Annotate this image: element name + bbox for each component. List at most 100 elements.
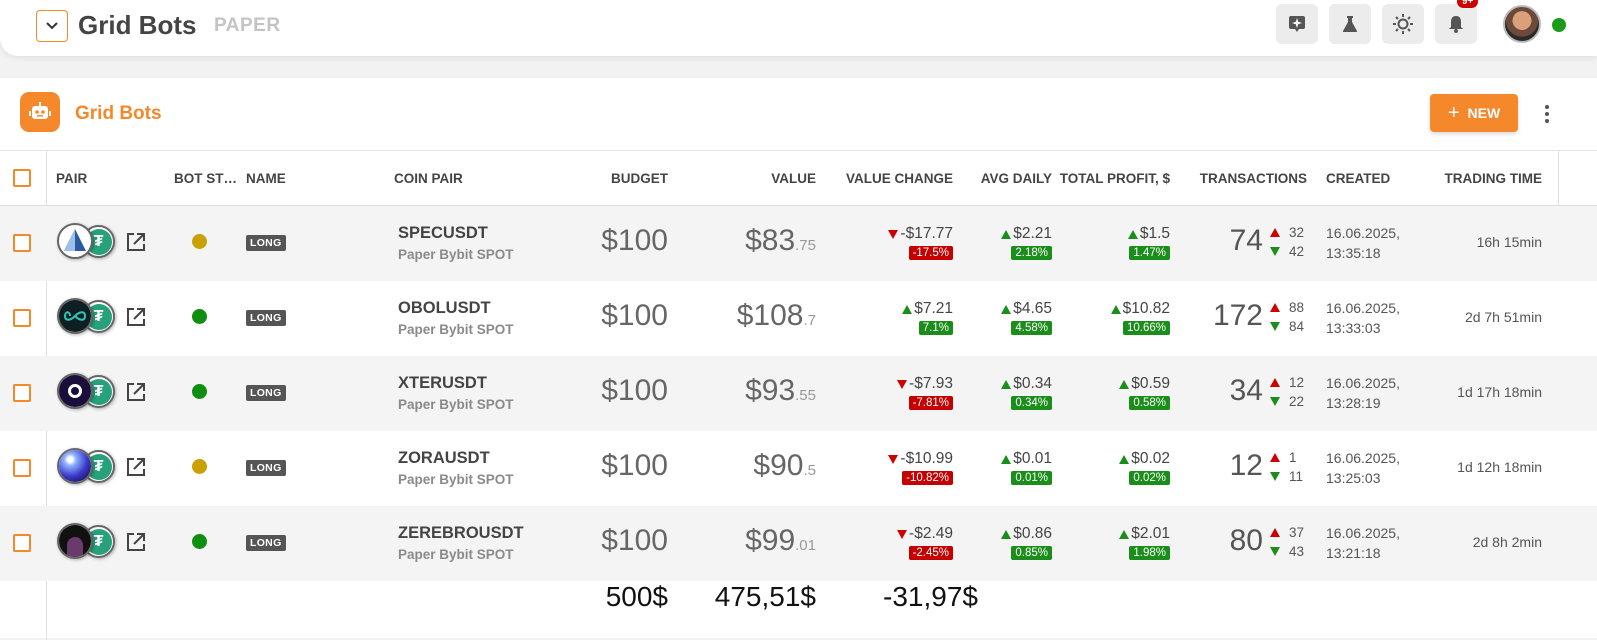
robot-icon (20, 92, 60, 132)
column-header-value[interactable]: VALUE (771, 171, 816, 186)
bot-name-badge: LONG (246, 460, 286, 476)
column-header-name[interactable]: NAME (246, 171, 286, 186)
table-row[interactable]: ₮ LONG ZEREBROUSDT Paper Bybit SPOT $100… (0, 506, 1597, 581)
base-coin-icon (57, 373, 93, 409)
row-checkbox[interactable] (13, 384, 31, 402)
row-checkbox[interactable] (13, 309, 31, 327)
trading-time: 1d 17h 18min (1457, 384, 1542, 400)
created-timestamp: 16.06.2025, 13:35:18 (1326, 225, 1400, 261)
coin-pair-name: XTERUSDT (398, 374, 487, 392)
current-value: $93.55 (745, 374, 816, 407)
row-checkbox[interactable] (13, 234, 31, 252)
plus-icon: + (1447, 101, 1460, 124)
value-change: -$2.49 -2.45% (897, 525, 953, 561)
exchange-label: Paper Bybit SPOT (398, 247, 514, 262)
table-row[interactable]: ₮ LONG SPECUSDT Paper Bybit SPOT $100 $8… (0, 206, 1597, 281)
budget-value: $100 (601, 374, 668, 407)
total-profit: $10.82 10.66% (1110, 300, 1170, 336)
table-row[interactable]: ₮ LONG XTERUSDT Paper Bybit SPOT $100 $9… (0, 356, 1597, 431)
trading-time: 1d 12h 18min (1457, 459, 1542, 475)
bot-name-badge: LONG (246, 535, 286, 551)
avg-daily: $2.21 2.18% (1001, 225, 1052, 261)
bell-icon[interactable]: 9+ (1435, 0, 1479, 44)
avatar[interactable] (1503, 5, 1541, 43)
base-coin-icon (57, 223, 93, 259)
notification-badge: 9+ (1457, 0, 1479, 8)
coin-pair-name: SPECUSDT (398, 224, 488, 242)
grid-bots-card: Grid Bots + NEW PAIR BOT ST… NAME COIN P… (0, 78, 1597, 640)
bot-name-badge: LONG (246, 235, 286, 251)
transactions-total: 34 (1229, 374, 1263, 407)
external-link-icon[interactable] (125, 306, 147, 328)
column-header-transactions[interactable]: TRANSACTIONS (1199, 171, 1307, 186)
current-value: $99.01 (745, 524, 816, 557)
column-header-pair[interactable]: PAIR (56, 171, 88, 186)
column-divider (1558, 150, 1559, 206)
value-change: $7.21 7.1% (902, 300, 953, 336)
exchange-label: Paper Bybit SPOT (398, 322, 514, 337)
transactions-total: 12 (1229, 449, 1263, 482)
external-link-icon[interactable] (125, 231, 147, 253)
exchange-label: Paper Bybit SPOT (398, 472, 514, 487)
column-header-created[interactable]: CREATED (1326, 171, 1391, 186)
table-header: PAIR BOT ST… NAME COIN PAIR BUDGET VALUE… (0, 150, 1597, 206)
coin-pair-name: ZORAUSDT (398, 449, 490, 467)
exchange-label: Paper Bybit SPOT (398, 547, 514, 562)
row-checkbox[interactable] (13, 459, 31, 477)
value-change: -$7.93 -7.81% (897, 375, 953, 411)
transactions-split: 88 84 (1270, 298, 1304, 336)
select-all-checkbox[interactable] (13, 169, 31, 187)
transactions-total: 80 (1229, 524, 1263, 557)
budget-value: $100 (601, 299, 668, 332)
row-checkbox[interactable] (13, 534, 31, 552)
page-title: Grid Bots (78, 10, 197, 40)
total-profit: $0.02 0.02% (1119, 450, 1170, 486)
budget-value: $100 (601, 524, 668, 557)
bots-table: PAIR BOT ST… NAME COIN PAIR BUDGET VALUE… (0, 150, 1597, 621)
mode-label: PAPER (214, 15, 281, 36)
new-button-label: NEW (1467, 105, 1501, 121)
column-header-coin-pair[interactable]: COIN PAIR (394, 171, 463, 186)
chevron-down-icon[interactable] (36, 10, 68, 42)
total-profit: $2.01 1.98% (1119, 525, 1170, 561)
total-budget: 500$ (605, 581, 668, 612)
external-link-icon[interactable] (125, 531, 147, 553)
external-link-icon[interactable] (125, 456, 147, 478)
column-header-trading-time[interactable]: TRADING TIME (1444, 171, 1543, 186)
coin-pair-name: ZEREBROUSDT (398, 524, 524, 542)
base-coin-icon (57, 298, 93, 334)
sun-icon[interactable] (1382, 4, 1424, 44)
column-header-total-profit[interactable]: TOTAL PROFIT, $ (1059, 171, 1170, 186)
avg-daily: $0.01 0.01% (1001, 450, 1052, 486)
trading-time: 2d 8h 2min (1472, 534, 1542, 550)
avg-daily: $4.65 4.58% (1001, 300, 1052, 336)
column-header-bot-status[interactable]: BOT ST… (174, 171, 237, 186)
column-header-avg-daily[interactable]: AVG DAILY (980, 171, 1052, 186)
more-options-icon[interactable] (1540, 102, 1554, 126)
value-change: -$17.77 -17.5% (888, 225, 953, 261)
transactions-split: 1 11 (1270, 448, 1303, 486)
table-row[interactable]: ₮ LONG OBOLUSDT Paper Bybit SPOT $100 $1… (0, 281, 1597, 356)
flask-icon[interactable] (1329, 4, 1371, 44)
created-timestamp: 16.06.2025, 13:21:18 (1326, 525, 1400, 561)
external-link-icon[interactable] (125, 381, 147, 403)
transactions-split: 12 22 (1270, 373, 1304, 411)
bot-status-dot (192, 309, 207, 324)
column-header-budget[interactable]: BUDGET (611, 171, 668, 186)
avg-daily: $0.34 0.34% (1001, 375, 1052, 411)
transactions-split: 37 43 (1270, 523, 1304, 561)
online-status-dot (1552, 18, 1566, 32)
ai-sparkle-icon[interactable] (1276, 4, 1318, 44)
budget-value: $100 (601, 224, 668, 257)
column-header-value-change[interactable]: VALUE CHANGE (845, 171, 953, 186)
current-value: $108.7 (736, 299, 816, 332)
total-profit: $0.59 0.58% (1119, 375, 1170, 411)
bot-name-badge: LONG (246, 310, 286, 326)
card-title: Grid Bots (75, 103, 162, 124)
total-value-change: -31,97$ (883, 581, 978, 612)
table-row[interactable]: ₮ LONG ZORAUSDT Paper Bybit SPOT $100 $9… (0, 431, 1597, 506)
new-bot-button[interactable]: + NEW (1430, 94, 1518, 132)
bot-status-dot (192, 234, 207, 249)
avg-daily: $0.86 0.85% (1001, 525, 1052, 561)
bot-name-badge: LONG (246, 385, 286, 401)
